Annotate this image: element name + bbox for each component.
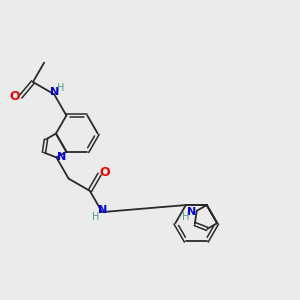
Text: N: N xyxy=(57,152,66,162)
Text: N: N xyxy=(98,205,107,215)
Text: N: N xyxy=(187,207,196,217)
Text: O: O xyxy=(100,166,110,179)
Text: H: H xyxy=(92,212,99,223)
Text: O: O xyxy=(10,90,20,104)
Text: H: H xyxy=(182,212,189,222)
Text: N: N xyxy=(50,88,59,98)
Text: H: H xyxy=(57,83,64,93)
